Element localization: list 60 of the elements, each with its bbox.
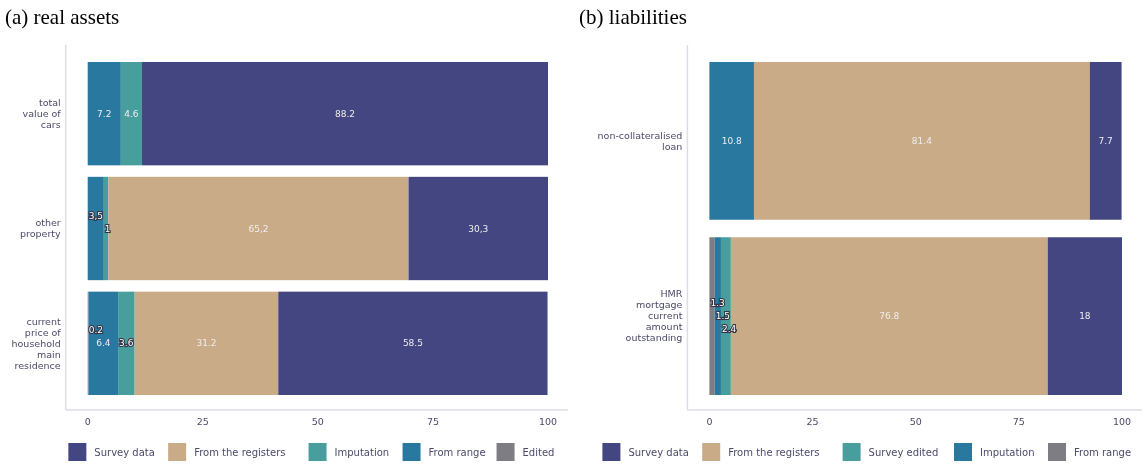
x-tick-label: 50 (909, 416, 922, 427)
data-label: 1 (104, 223, 111, 234)
bar (108, 176, 409, 281)
bar (87, 62, 121, 166)
data-label: 58.5 (402, 338, 423, 349)
chart-title: (a) real assets (5, 5, 120, 29)
data-label: 7.2 (97, 108, 112, 119)
x-tick-label: 75 (1012, 416, 1025, 427)
y-tick-label: current price of household main residence (11, 315, 62, 371)
data-label: 1.3 (710, 298, 725, 309)
data-label: 7.7 (1098, 136, 1113, 147)
legend-label: Imputation (980, 446, 1035, 458)
x-tick-label: 75 (426, 416, 439, 427)
bar (87, 176, 104, 281)
legend-label: Imputation (334, 446, 390, 458)
bar (1089, 62, 1122, 220)
data-label: 88.2 (334, 108, 356, 119)
bar (1047, 237, 1122, 395)
x-tick-label: 25 (806, 416, 819, 427)
bar (142, 62, 548, 166)
legend-label: Survey edited (868, 446, 939, 458)
data-label: 4.6 (124, 108, 139, 119)
bar (88, 291, 119, 395)
legend-label: Survey data (628, 446, 689, 458)
x-tick-label: 100 (1112, 416, 1132, 427)
legend-label: From the registers (194, 446, 286, 458)
data-label: 1.5 (715, 311, 731, 322)
x-tick-label: 0 (84, 416, 91, 427)
legend-label: From range (428, 446, 486, 458)
x-tick-label: 50 (311, 416, 324, 427)
x-tick-label: 25 (196, 416, 209, 427)
data-label: 3.6 (119, 338, 134, 349)
legend-label: From the registers (728, 446, 820, 458)
bar (278, 291, 548, 395)
data-label: 65,2 (248, 223, 269, 234)
bar (408, 176, 548, 281)
data-label: 81.4 (911, 136, 933, 147)
data-label: 30,3 (468, 223, 489, 234)
y-tick-label: other property (20, 217, 62, 240)
bar (709, 62, 754, 220)
y-tick-label: non-collateralised loan (597, 129, 683, 152)
x-tick-label: 0 (706, 416, 713, 427)
data-label: 31.2 (196, 338, 217, 349)
legend-label: Edited (522, 446, 555, 458)
data-label: 18 (1079, 311, 1091, 322)
legend-label: From range (1074, 446, 1132, 458)
bar (134, 291, 279, 395)
bar (753, 62, 1090, 220)
chart-title: (b) liabilities (579, 5, 687, 29)
data-label: 6.4 (96, 338, 111, 349)
data-label: 3,5 (88, 210, 104, 221)
x-tick-label: 100 (538, 416, 558, 427)
y-tick-label: HMR mortgage current amount outstanding (625, 288, 683, 344)
bar (118, 291, 135, 395)
data-label: 0.2 (88, 325, 104, 336)
legend-label: Survey data (94, 446, 155, 458)
data-label: 10.8 (721, 136, 742, 147)
data-label: 76.8 (879, 311, 900, 322)
y-tick-label: total value of cars (22, 97, 62, 130)
bar (120, 62, 143, 166)
